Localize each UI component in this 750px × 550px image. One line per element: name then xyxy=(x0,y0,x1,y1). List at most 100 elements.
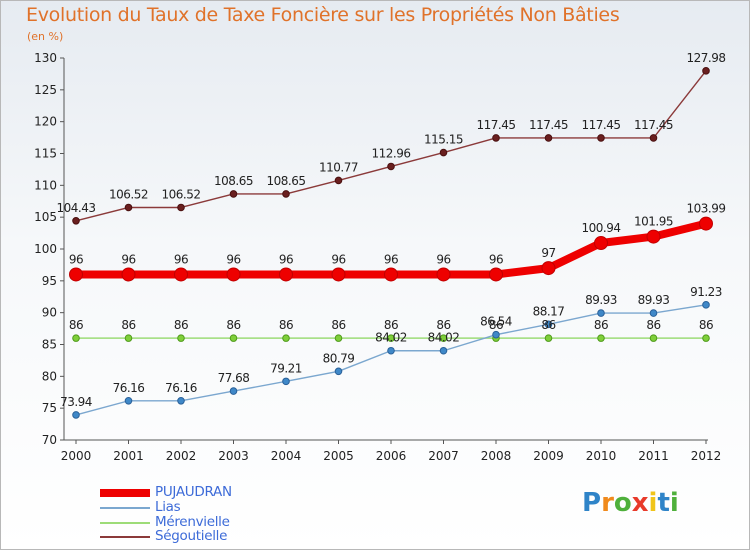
x-tick-label: 2001 xyxy=(113,449,144,463)
data-label: 96 xyxy=(384,252,398,266)
data-label: 117.45 xyxy=(582,118,621,132)
logo-letter: P xyxy=(582,488,602,518)
data-point xyxy=(124,334,133,342)
logo-letter: t xyxy=(657,488,670,518)
data-label: 97 xyxy=(541,246,555,260)
data-label: 106.52 xyxy=(109,187,148,201)
data-label: 96 xyxy=(121,252,135,266)
data-point xyxy=(121,267,136,282)
data-point xyxy=(439,148,448,157)
series-labels: 86 86 86 86 86 86 86 86 86 86 86 86 86 73.94 76.16 76.1… xyxy=(57,51,727,409)
legend-swatch xyxy=(100,522,150,524)
data-label: 86 xyxy=(384,318,398,332)
data-label: 96 xyxy=(69,252,83,266)
data-point xyxy=(387,346,395,355)
data-label: 96 xyxy=(331,252,345,266)
data-label: 127.98 xyxy=(687,51,726,65)
data-label: 115.15 xyxy=(424,133,463,147)
y-tick-label: 100 xyxy=(34,242,57,256)
data-label: 84.02 xyxy=(428,331,460,345)
data-label: 96 xyxy=(226,252,240,266)
data-point xyxy=(387,162,395,171)
data-point xyxy=(649,309,658,317)
data-label: 86 xyxy=(226,318,240,332)
data-label: 79.21 xyxy=(270,361,302,375)
data-label: 86 xyxy=(594,318,608,332)
data-label: 117.45 xyxy=(634,118,673,132)
data-label: 103.99 xyxy=(687,202,726,216)
data-label: 100.94 xyxy=(582,221,621,235)
y-tick-label: 130 xyxy=(34,51,57,65)
data-point xyxy=(699,216,713,231)
data-label: 108.65 xyxy=(214,174,253,188)
y-tick-label: 110 xyxy=(34,178,57,192)
data-point xyxy=(229,334,238,342)
x-tick-label: 2007 xyxy=(428,449,459,463)
data-label: 91.23 xyxy=(690,285,722,299)
data-point xyxy=(594,236,608,251)
data-point xyxy=(541,261,556,276)
data-label: 76.16 xyxy=(165,381,197,395)
y-tick-label: 105 xyxy=(34,210,57,224)
data-point xyxy=(334,334,343,342)
data-label: 112.96 xyxy=(372,146,411,160)
data-label: 86 xyxy=(699,318,713,332)
data-point xyxy=(702,334,710,342)
data-point xyxy=(334,367,343,376)
data-label: 96 xyxy=(174,252,188,266)
data-label: 88.17 xyxy=(533,304,565,318)
data-label: 86 xyxy=(69,318,83,332)
data-label: 73.94 xyxy=(60,395,92,409)
data-label: 86 xyxy=(489,318,503,332)
data-point xyxy=(334,176,343,185)
data-point xyxy=(649,334,658,342)
data-point xyxy=(597,134,605,142)
data-point xyxy=(69,267,83,282)
legend-label: Mérenvielle xyxy=(155,514,230,530)
data-point xyxy=(489,267,503,282)
data-point xyxy=(387,334,395,342)
data-point xyxy=(177,203,185,212)
data-label: 80.79 xyxy=(323,351,355,365)
x-tick-label: 2008 xyxy=(481,449,512,463)
data-point xyxy=(226,267,241,282)
data-label: 106.52 xyxy=(162,187,201,201)
data-point xyxy=(492,134,500,142)
data-label: 77.68 xyxy=(218,371,250,385)
data-label: 108.65 xyxy=(267,174,306,188)
data-point xyxy=(72,334,80,342)
data-point xyxy=(544,334,553,342)
data-label: 86 xyxy=(541,318,555,332)
legend-swatch xyxy=(100,489,150,497)
data-point xyxy=(646,229,661,244)
data-label: 86.54 xyxy=(480,315,512,329)
x-tick-label: 2003 xyxy=(218,449,249,463)
logo-letter: x xyxy=(631,488,649,518)
logo-letter: o xyxy=(613,488,632,518)
data-label: 104.43 xyxy=(57,201,96,215)
data-point xyxy=(177,396,185,405)
legend-label: Lias xyxy=(155,499,181,515)
data-point xyxy=(439,334,448,342)
proxiti-logo: Proxiti xyxy=(582,488,679,518)
data-label: 96 xyxy=(489,252,503,266)
data-point xyxy=(229,387,238,395)
data-label: 110.77 xyxy=(319,160,358,174)
x-tick-label: 2004 xyxy=(271,449,302,463)
unit-label: (en %) xyxy=(27,30,64,43)
y-tick-label: 95 xyxy=(42,274,57,288)
data-point xyxy=(72,216,80,225)
data-label: 117.45 xyxy=(529,118,568,132)
data-label: 86 xyxy=(279,318,293,332)
data-label: 96 xyxy=(279,252,293,266)
x-tick-label: 2009 xyxy=(533,449,564,463)
data-point xyxy=(544,320,553,329)
x-tick-label: 2002 xyxy=(166,449,197,463)
x-tick-label: 2010 xyxy=(586,449,617,463)
logo-letter: i xyxy=(648,488,658,518)
data-point xyxy=(282,190,290,198)
y-tick-label: 120 xyxy=(34,115,57,129)
legend-label: PUJAUDRAN xyxy=(155,484,232,500)
data-label: 86 xyxy=(174,318,188,332)
